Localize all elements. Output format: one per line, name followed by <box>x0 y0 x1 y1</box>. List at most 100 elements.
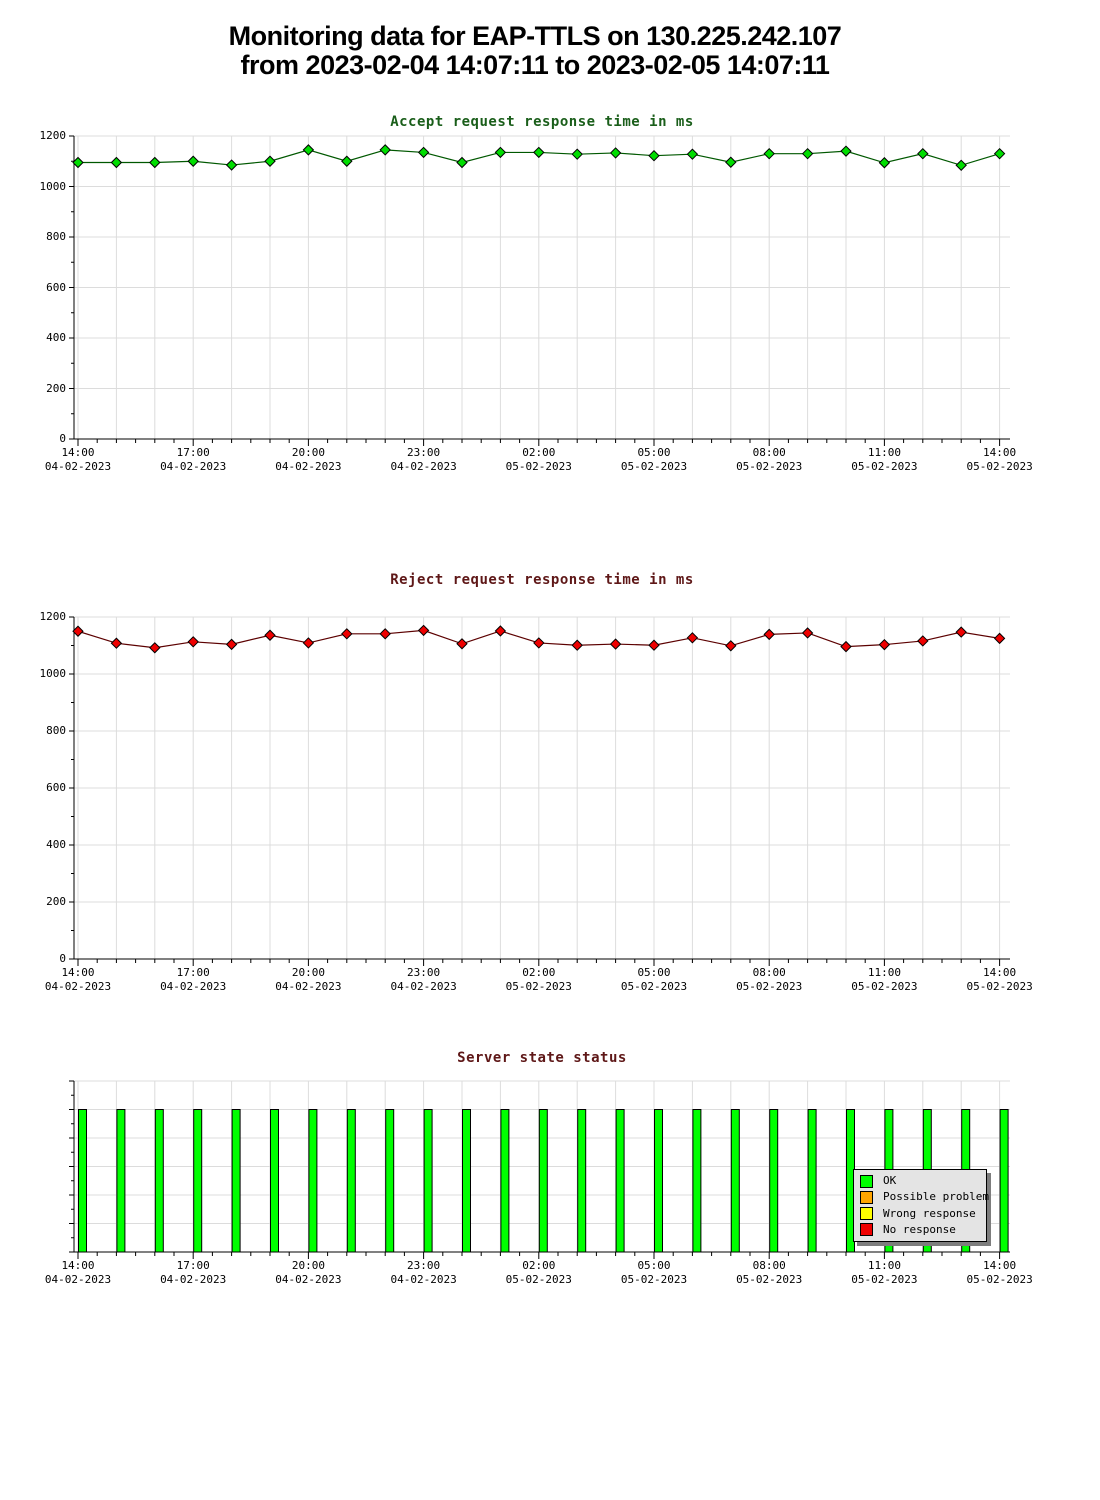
y-axis-label: 1200 <box>39 129 67 142</box>
data-point-marker <box>571 639 583 651</box>
y-axis-label: 0 <box>59 952 66 965</box>
x-axis-date-label: 05-02-2023 <box>966 1273 1033 1286</box>
page-title: Monitoring data for EAP-TTLS on 130.225.… <box>0 22 1070 80</box>
data-point-marker <box>993 147 1006 160</box>
x-axis-time-label: 20:00 <box>291 966 325 979</box>
status-bar <box>577 1109 587 1253</box>
legend-color-swatch <box>860 1190 873 1204</box>
data-point-marker <box>878 638 891 651</box>
data-point-marker <box>379 628 391 640</box>
data-point-marker <box>801 627 814 639</box>
data-point-marker <box>149 156 161 169</box>
data-point-marker <box>725 156 737 168</box>
x-axis-date-label: 05-02-2023 <box>620 980 688 993</box>
data-point-marker <box>72 625 84 637</box>
reject-chart-title: Reject request response time in ms <box>390 572 694 588</box>
y-axis-label: 400 <box>46 331 66 344</box>
status-bar <box>654 1109 663 1253</box>
x-axis-time-label: 14:00 <box>983 446 1017 459</box>
legend-item-ok: OK <box>860 1174 986 1188</box>
y-axis-label: 600 <box>46 280 66 294</box>
data-point-marker <box>648 639 660 651</box>
data-point-marker <box>571 148 583 160</box>
x-axis-date-label: 04-02-2023 <box>44 1273 112 1286</box>
x-axis-date-label: 04-02-2023 <box>160 1273 227 1286</box>
status-bar <box>385 1109 395 1253</box>
data-point-marker <box>763 147 775 160</box>
data-point-marker <box>341 628 353 640</box>
x-axis-date-label: 04-02-2023 <box>390 1273 457 1286</box>
x-axis-time-label: 02:00 <box>522 446 556 459</box>
x-axis-time-label: 14:00 <box>983 966 1017 979</box>
x-axis-time-label: 11:00 <box>867 1259 901 1272</box>
data-point-marker <box>225 638 238 651</box>
server-state-chart-title: Server state status <box>457 1050 627 1066</box>
status-bar <box>346 1109 356 1253</box>
x-axis-date-label: 05-02-2023 <box>505 460 572 473</box>
data-point-marker <box>149 642 161 654</box>
legend-label: OK <box>883 1174 897 1188</box>
data-point-marker <box>840 145 852 157</box>
data-point-marker <box>264 629 276 641</box>
x-axis-time-label: 08:00 <box>752 1259 786 1272</box>
y-axis-label: 200 <box>46 895 66 908</box>
status-bar <box>193 1109 203 1253</box>
y-axis-label: 800 <box>46 724 66 737</box>
x-axis-date-label: 04-02-2023 <box>275 980 342 993</box>
accept-chart-title: Accept request response time in ms <box>390 114 694 130</box>
data-point-marker <box>302 637 315 649</box>
x-axis-date-label: 05-02-2023 <box>966 980 1033 993</box>
data-point-marker <box>187 155 199 167</box>
data-point-marker <box>993 632 1006 645</box>
x-axis-date-label: 05-02-2023 <box>736 1273 803 1286</box>
data-point-marker <box>878 157 891 169</box>
data-point-marker <box>72 156 84 169</box>
legend-item-no-response: No response <box>860 1223 986 1237</box>
status-bar <box>116 1109 126 1253</box>
data-point-marker <box>533 637 545 649</box>
x-axis-date-label: 05-02-2023 <box>620 460 688 473</box>
reject-chart-plot <box>69 616 1010 966</box>
x-axis-time-label: 23:00 <box>407 1259 441 1272</box>
data-point-marker <box>955 626 967 638</box>
x-axis-date-label: 05-02-2023 <box>620 1273 688 1286</box>
data-point-marker <box>264 155 276 167</box>
data-point-marker <box>840 640 852 653</box>
status-bar <box>999 1109 1009 1253</box>
x-axis-time-label: 14:00 <box>983 1259 1017 1272</box>
data-point-marker <box>686 148 699 160</box>
x-axis-date-label: 05-02-2023 <box>505 1273 572 1286</box>
x-axis-date-label: 05-02-2023 <box>851 980 918 993</box>
legend-item-wrong-response: Wrong response <box>860 1207 986 1221</box>
status-bar <box>692 1109 702 1253</box>
data-point-marker <box>225 159 238 171</box>
x-axis-time-label: 11:00 <box>867 446 901 459</box>
data-point-marker <box>533 146 545 159</box>
x-axis-date-label: 05-02-2023 <box>851 1273 918 1286</box>
data-point-marker <box>648 149 660 162</box>
status-bar <box>769 1109 779 1253</box>
data-point-marker <box>917 147 929 160</box>
x-axis-date-label: 05-02-2023 <box>851 460 918 473</box>
x-axis-date-label: 04-02-2023 <box>44 460 112 473</box>
data-point-marker <box>417 624 430 637</box>
x-axis-time-label: 05:00 <box>637 1259 671 1272</box>
x-axis-date-label: 04-02-2023 <box>390 460 457 473</box>
x-axis-time-label: 20:00 <box>291 446 325 459</box>
x-axis-time-label: 23:00 <box>407 966 441 979</box>
data-point-marker <box>494 146 507 159</box>
status-bar <box>615 1109 625 1253</box>
x-axis-time-label: 17:00 <box>176 966 210 979</box>
x-axis-date-label: 05-02-2023 <box>505 980 572 993</box>
page-title-line2: from 2023-02-04 14:07:11 to 2023-02-05 1… <box>240 50 830 80</box>
data-point-marker <box>110 637 123 649</box>
data-point-marker <box>302 144 315 156</box>
page-title-line1: Monitoring data for EAP-TTLS on 130.225.… <box>228 21 842 51</box>
y-axis-label: 1000 <box>39 667 67 680</box>
status-bar <box>500 1109 510 1253</box>
x-axis-time-label: 20:00 <box>291 1259 325 1272</box>
legend-label: No response <box>883 1222 956 1236</box>
data-point-marker <box>609 147 622 159</box>
x-axis-date-label: 04-02-2023 <box>390 980 457 993</box>
x-axis-time-label: 02:00 <box>522 1259 556 1272</box>
